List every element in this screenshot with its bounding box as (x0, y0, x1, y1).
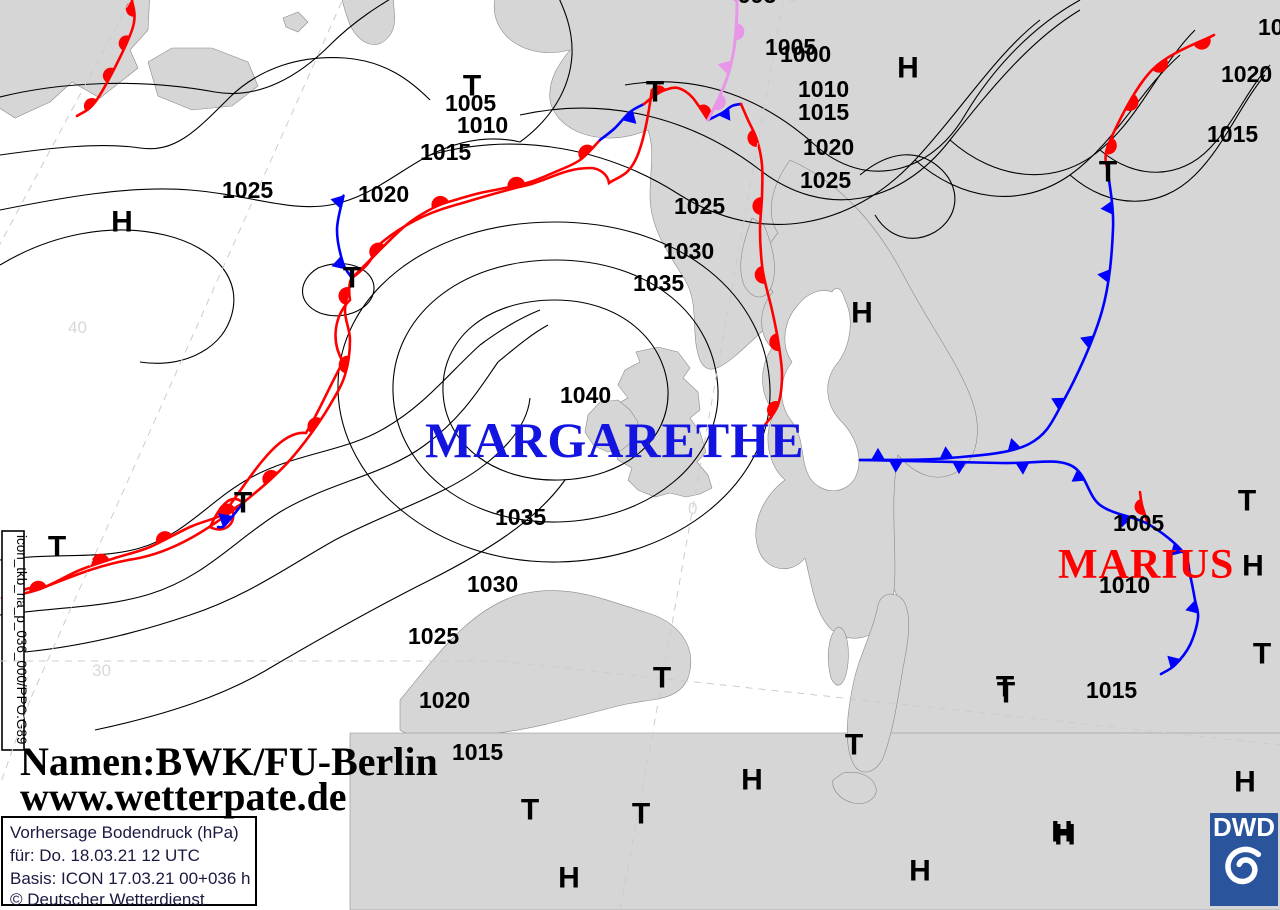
svg-text:1035: 1035 (495, 504, 546, 530)
svg-text:1025: 1025 (408, 623, 459, 649)
svg-text:1025: 1025 (800, 167, 851, 193)
svg-text:T: T (632, 798, 650, 831)
svg-text:H: H (111, 206, 133, 239)
svg-text:1010: 1010 (457, 112, 508, 138)
svg-text:60: 60 (735, 175, 754, 194)
svg-text:40: 40 (68, 318, 87, 337)
svg-text:www.wetterpate.de: www.wetterpate.de (20, 774, 347, 819)
svg-text:H: H (1234, 766, 1256, 799)
svg-text:1025: 1025 (1258, 14, 1280, 40)
svg-text:1015: 1015 (420, 139, 471, 165)
svg-text:T: T (996, 671, 1014, 704)
svg-text:MARGARETHE: MARGARETHE (425, 412, 804, 468)
svg-text:1020: 1020 (358, 181, 409, 207)
svg-text:1030: 1030 (467, 571, 518, 597)
svg-text:1005: 1005 (1113, 510, 1164, 536)
svg-text:1015: 1015 (452, 739, 503, 765)
svg-text:1010: 1010 (1099, 572, 1150, 598)
svg-text:30: 30 (92, 661, 111, 680)
svg-text:1015: 1015 (1207, 121, 1258, 147)
svg-text:T: T (521, 794, 539, 827)
svg-text:1025: 1025 (222, 177, 273, 203)
svg-text:1020: 1020 (419, 687, 470, 713)
svg-text:H: H (558, 862, 580, 895)
svg-text:T: T (48, 531, 66, 564)
svg-text:T: T (845, 729, 863, 762)
svg-text:1015: 1015 (798, 99, 849, 125)
svg-text:T: T (343, 262, 361, 295)
svg-text:T: T (1253, 638, 1271, 671)
svg-text:T: T (234, 487, 252, 520)
svg-text:H: H (1242, 550, 1264, 583)
svg-text:1025: 1025 (674, 193, 725, 219)
svg-text:T: T (646, 76, 664, 109)
svg-text:995: 995 (738, 0, 777, 8)
svg-text:für: Do. 18.03.21 12 UTC: für: Do. 18.03.21 12 UTC (10, 846, 200, 865)
svg-text:T: T (653, 662, 671, 695)
svg-text:H: H (897, 52, 919, 85)
svg-text:T: T (1099, 156, 1117, 189)
svg-text:© Deutscher Wetterdienst: © Deutscher Wetterdienst (10, 890, 205, 909)
svg-text:1020: 1020 (1221, 61, 1272, 87)
svg-text:DWD: DWD (1213, 812, 1275, 842)
svg-text:H: H (909, 855, 931, 888)
svg-text:1040: 1040 (560, 382, 611, 408)
svg-text:H: H (851, 297, 873, 330)
svg-text:T: T (1238, 485, 1256, 518)
svg-text:1030: 1030 (663, 238, 714, 264)
svg-text:icon_tkb_na_p_036_000/PPO.G89: icon_tkb_na_p_036_000/PPO.G89 (14, 535, 29, 744)
svg-text:Vorhersage Bodendruck (hPa): Vorhersage Bodendruck (hPa) (10, 823, 239, 842)
svg-text:Basis: ICON 17.03.21 00+036 h: Basis: ICON 17.03.21 00+036 h (10, 869, 251, 888)
svg-text:1035: 1035 (633, 270, 684, 296)
svg-text:1015: 1015 (1086, 677, 1137, 703)
svg-text:1020: 1020 (803, 134, 854, 160)
svg-text:H: H (1054, 819, 1076, 852)
svg-text:0: 0 (688, 499, 697, 518)
svg-text:1005: 1005 (765, 34, 816, 60)
svg-text:H: H (741, 764, 763, 797)
